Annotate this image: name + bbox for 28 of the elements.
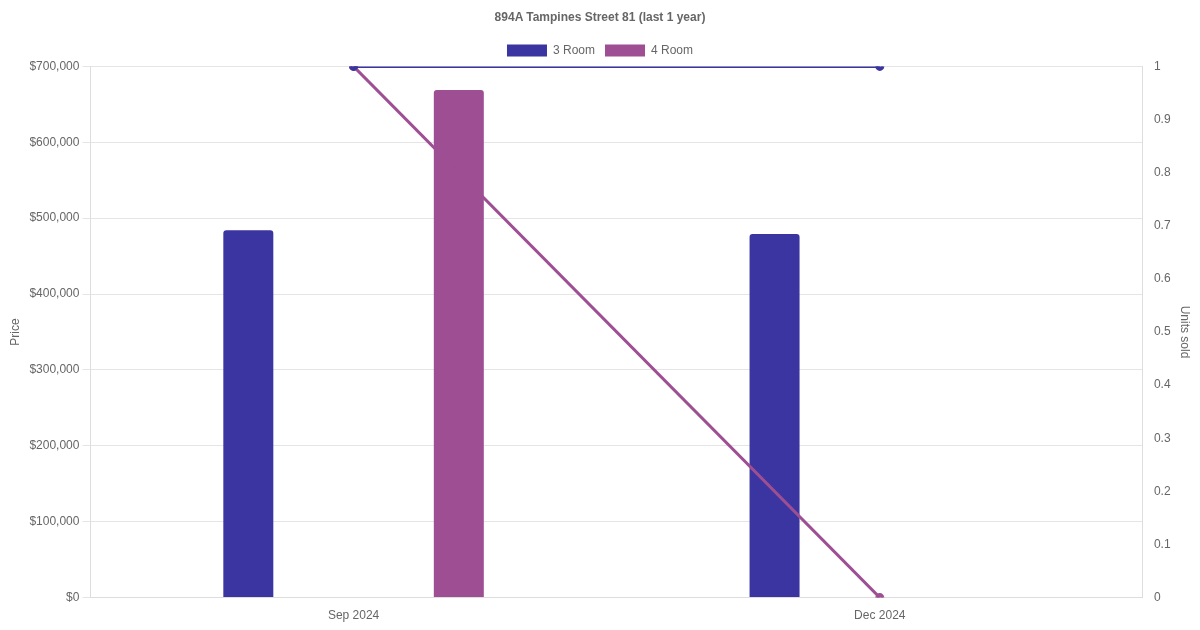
- bar: [749, 234, 800, 598]
- y2-tick-label: 0.1: [1153, 536, 1171, 551]
- y-tick-label: $200,000: [29, 438, 80, 453]
- y2-tick-label: 0.6: [1153, 271, 1171, 286]
- y2-tick-label: 0.5: [1153, 324, 1171, 339]
- y-tick-label: $100,000: [29, 514, 80, 529]
- y2-tick-label: 0.9: [1153, 111, 1171, 126]
- x-tick-label: Dec 2024: [854, 608, 906, 623]
- y-tick-label: $500,000: [29, 210, 80, 225]
- y-tick-label: $400,000: [29, 286, 80, 301]
- y-tick-label: $300,000: [29, 362, 80, 377]
- y2-tick-label: 0.8: [1153, 164, 1171, 179]
- y-tick-label: $0: [66, 589, 80, 604]
- y2-axis-title: Units sold: [1178, 305, 1193, 359]
- legend-label: 4 Room: [651, 42, 694, 57]
- y2-tick-label: 0.3: [1153, 430, 1171, 445]
- y2-tick-label: 0.4: [1153, 377, 1171, 392]
- y-tick-label: $700,000: [29, 58, 80, 73]
- chart-title: 894A Tampines Street 81 (last 1 year): [494, 9, 706, 24]
- y2-tick-label: 0.7: [1153, 218, 1171, 233]
- x-tick-label: Sep 2024: [327, 608, 380, 623]
- y2-tick-label: 0: [1153, 589, 1161, 604]
- y2-tick-label: 0.2: [1153, 483, 1171, 498]
- bar: [223, 230, 274, 598]
- y-tick-label: $600,000: [29, 134, 80, 149]
- y2-tick-label: 1: [1153, 58, 1161, 73]
- legend-label: 3 Room: [552, 42, 596, 57]
- y-axis-title: Price: [7, 318, 22, 346]
